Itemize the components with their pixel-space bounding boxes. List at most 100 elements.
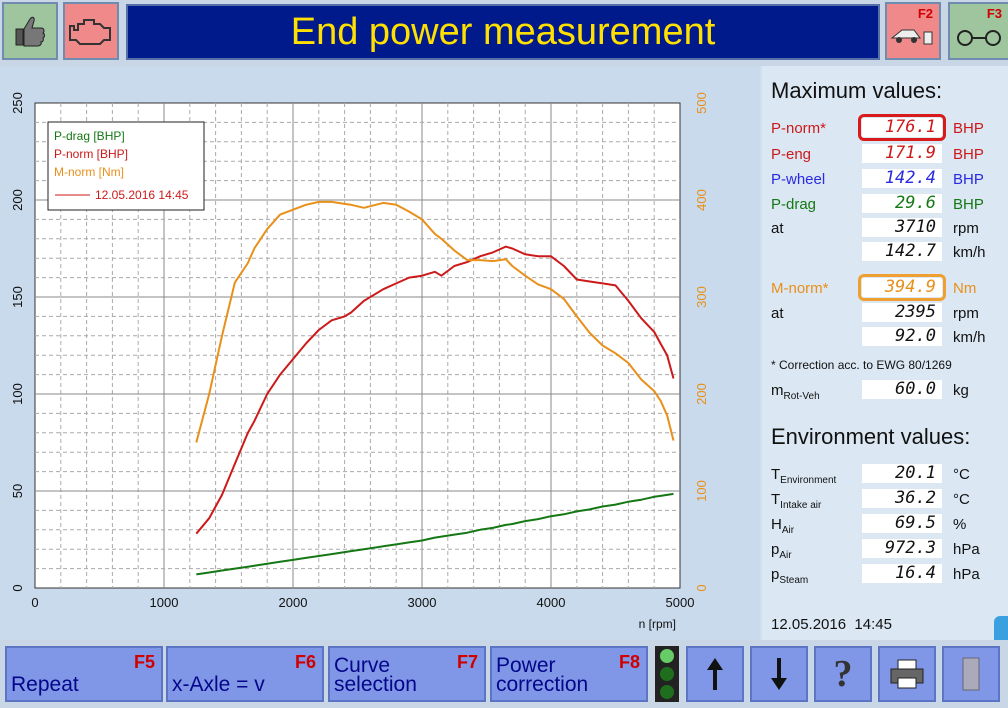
chart-ticks: 0 1000 2000 3000 4000 5000 0 50 100 150 200 250 0 100… xyxy=(10,92,709,610)
power-line2: correction xyxy=(496,673,589,696)
y-right-tick-label: 400 xyxy=(694,189,709,211)
legend-p-norm: P-norm [BHP] xyxy=(54,147,128,161)
help-icon: ? xyxy=(833,653,853,695)
traffic-light-indicator xyxy=(655,646,679,702)
at-rpm-unit: rpm xyxy=(953,220,979,237)
y-right-tick-label: 200 xyxy=(694,383,709,405)
chart-grid xyxy=(35,103,680,588)
scroll-up-button[interactable] xyxy=(686,646,744,702)
light-green-icon xyxy=(660,649,674,663)
env-label-sub: Intake air xyxy=(780,500,822,511)
y-right-tick-label: 100 xyxy=(694,480,709,502)
light-mid-icon xyxy=(660,667,674,681)
fkey-f6: F6 xyxy=(294,652,316,672)
m-norm-value: 394.9 xyxy=(858,274,946,301)
curve-selection-button[interactable]: Curve selection F7 xyxy=(328,646,486,702)
env-label-sub: Air xyxy=(781,525,795,536)
exit-button[interactable] xyxy=(942,646,1000,702)
m-at-kmh-value: 92.0 xyxy=(862,327,942,346)
timestamp: 12.05.2016 14:45 xyxy=(771,616,892,633)
repeat-label: Repeat xyxy=(11,673,79,696)
env-label: TEnvironment xyxy=(771,466,836,486)
m-rot-value: 60.0 xyxy=(862,380,942,399)
power-line1: Power xyxy=(496,654,556,677)
m-at-rpm-value: 2395 xyxy=(862,303,942,322)
x-tick-label: 2000 xyxy=(279,595,308,610)
env-value: 69.5 xyxy=(862,514,942,533)
y-left-tick-label: 100 xyxy=(10,383,25,405)
p-wheel-unit: BHP xyxy=(953,171,984,188)
light-low-icon xyxy=(660,685,674,699)
y-right-tick-label: 300 xyxy=(694,286,709,308)
at-kmh-value: 142.7 xyxy=(862,242,942,261)
fkey-label: F3 xyxy=(986,6,1002,21)
environment-heading: Environment values: xyxy=(771,424,971,449)
engine-icon xyxy=(69,19,111,45)
env-unit: hPa xyxy=(953,566,980,583)
m-norm-label: M-norm* xyxy=(771,280,829,297)
thumbs-up-icon xyxy=(15,16,45,47)
at-rpm-label: at xyxy=(771,220,784,237)
env-value: 16.4 xyxy=(862,564,942,583)
arrow-up-icon xyxy=(707,658,723,690)
env-unit: °C xyxy=(953,466,970,483)
date-text: 12.05.2016 xyxy=(771,616,847,633)
m-at-rpm-label: at xyxy=(771,305,784,322)
env-label-sub: Environment xyxy=(780,475,837,486)
p-drag-unit: BHP xyxy=(953,196,984,213)
at-kmh-unit: km/h xyxy=(953,244,986,261)
power-correction-button[interactable]: Power correction F8 xyxy=(490,646,648,702)
series-line-m-norm xyxy=(195,200,675,443)
p-eng-unit: BHP xyxy=(953,146,984,163)
y-right-tick-label: 500 xyxy=(694,92,709,114)
bottom-toolbar: Repeat F5 x-Axle = v F6 Curve selection F… xyxy=(0,640,1008,708)
env-unit: hPa xyxy=(953,541,980,558)
p-norm-unit: BHP xyxy=(953,120,984,137)
m-norm-unit: Nm xyxy=(953,280,977,297)
engine-button[interactable] xyxy=(63,2,119,60)
env-label: HAir xyxy=(771,516,794,536)
env-label: pAir xyxy=(771,541,792,561)
legend-p-drag: P-drag [BHP] xyxy=(54,129,125,143)
p-eng-label: P-eng xyxy=(771,146,812,163)
curve-line1: Curve xyxy=(334,654,391,677)
power-chart: 0 1000 2000 3000 4000 5000 0 50 100 150 200 250 0 100… xyxy=(10,92,709,631)
values-panel: Maximum values: P-norm* 176.1 BHP P-eng … xyxy=(762,66,1008,650)
env-value: 20.1 xyxy=(862,464,942,483)
repeat-button[interactable]: Repeat F5 xyxy=(5,646,163,702)
env-label-sub: Steam xyxy=(779,575,809,586)
help-button[interactable]: ? xyxy=(814,646,872,702)
print-button[interactable] xyxy=(878,646,936,702)
power-correction-label: Power correction xyxy=(496,654,589,696)
env-value: 972.3 xyxy=(862,539,942,558)
x-axle-label: x-Axle = v xyxy=(172,673,265,696)
env-unit: °C xyxy=(953,491,970,508)
thumbs-up-button[interactable] xyxy=(2,2,58,60)
scroll-down-button[interactable] xyxy=(750,646,808,702)
p-eng-value: 171.9 xyxy=(862,144,942,163)
p-drag-value: 29.6 xyxy=(862,194,942,213)
x-axle-button[interactable]: x-Axle = v F6 xyxy=(166,646,324,702)
m-rot-label: mRot-Veh xyxy=(771,382,820,402)
chart-legend: P-drag [BHP] P-norm [BHP] M-norm [Nm] 12… xyxy=(47,121,205,211)
y-left-tick-label: 50 xyxy=(10,484,25,498)
fkey-f5: F5 xyxy=(133,652,155,672)
car-dyno-icon xyxy=(890,29,933,45)
rollers-icon xyxy=(957,30,1001,46)
y-left-tick-label: 250 xyxy=(10,92,25,114)
p-wheel-label: P-wheel xyxy=(771,171,826,188)
fkey-f7: F7 xyxy=(456,652,478,672)
env-value: 36.2 xyxy=(862,489,942,508)
printer-icon xyxy=(890,659,924,689)
dyno-car-button[interactable]: F2 xyxy=(885,2,941,60)
curve-selection-label: Curve selection xyxy=(334,654,417,695)
m-at-rpm-unit: rpm xyxy=(953,305,979,322)
correction-note: * Correction acc. to EWG 80/1269 xyxy=(771,358,952,372)
env-label-main: T xyxy=(771,466,781,483)
p-drag-label: P-drag xyxy=(771,196,817,213)
max-values-heading: Maximum values: xyxy=(771,78,943,103)
m-rot-sub: Rot-Veh xyxy=(783,391,820,402)
rollers-button[interactable]: F3 xyxy=(948,2,1008,60)
x-axis-label: n [rpm] xyxy=(639,617,676,631)
x-tick-label: 4000 xyxy=(537,595,566,610)
